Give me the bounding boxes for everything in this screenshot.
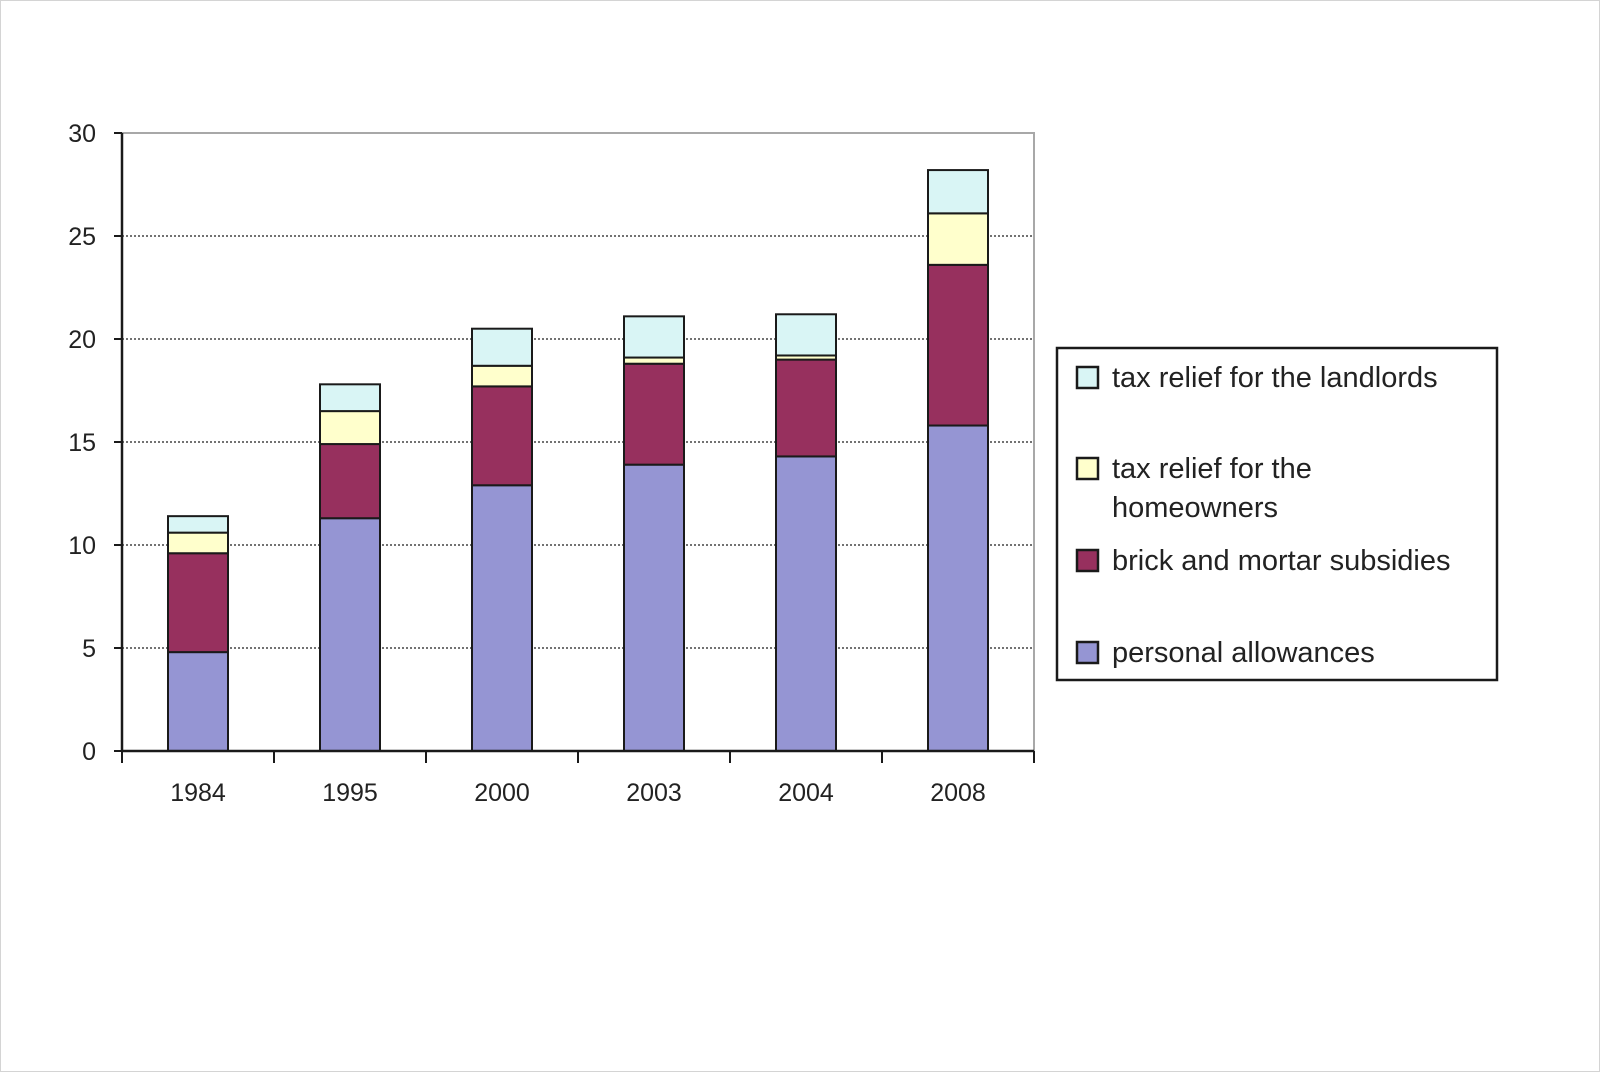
legend-swatch-0 [1075, 365, 1100, 390]
bar-segment-1984-s2 [167, 531, 229, 555]
bar-segment-1995-s3 [319, 383, 381, 413]
gridlines [122, 235, 1034, 649]
bar-segment-1984-s3 [167, 515, 229, 534]
legend-label-0: tax relief for the landlords [1112, 362, 1438, 394]
x-tick-label-2003: 2003 [626, 779, 682, 807]
bar-segment-2008-s3 [927, 169, 989, 215]
bar-segment-2008-s1 [927, 263, 989, 427]
x-tick-label-2008: 2008 [930, 779, 986, 807]
bar-segment-1984-s1 [167, 552, 229, 654]
bar-segment-2000-s0 [471, 484, 533, 752]
y-tick-label-30: 30 [68, 120, 96, 148]
x-tick-label-2004: 2004 [778, 779, 834, 807]
bar-segment-2003-s1 [623, 362, 685, 466]
y-tick-label-0: 0 [82, 738, 96, 766]
y-tick-label-25: 25 [68, 223, 96, 251]
bars [167, 169, 989, 752]
bar-segment-1995-s2 [319, 410, 381, 446]
legend-label-2: brick and mortar subsidies [1112, 545, 1450, 577]
legend-swatch-3 [1075, 640, 1100, 665]
bar-segment-2008-s0 [927, 424, 989, 752]
bar-segment-2000-s2 [471, 364, 533, 388]
x-tick-label-1984: 1984 [170, 779, 226, 807]
bar-segment-2004-s1 [775, 358, 837, 458]
y-tick-label-10: 10 [68, 532, 96, 560]
y-tick-label-15: 15 [68, 429, 96, 457]
legend: tax relief for the landlords tax relief f… [1055, 346, 1499, 682]
x-tick-label-1995: 1995 [322, 779, 378, 807]
legend-label-3: personal allowances [1112, 637, 1375, 669]
bar-segment-2003-s0 [623, 463, 685, 752]
bar-segment-2003-s3 [623, 315, 685, 359]
bar-segment-2000-s1 [471, 385, 533, 487]
legend-label-1-line1: homeowners [1112, 492, 1278, 524]
bar-segment-1995-s0 [319, 517, 381, 752]
legend-box [1055, 346, 1499, 682]
bar-segment-1995-s1 [319, 443, 381, 520]
bar-segment-2008-s2 [927, 212, 989, 266]
legend-swatch-2 [1075, 548, 1100, 573]
x-tick-label-2000: 2000 [474, 779, 530, 807]
bar-segment-2000-s3 [471, 327, 533, 367]
y-tick-label-20: 20 [68, 326, 96, 354]
axes: 0 5 10 15 20 25 30 1984 1995 2000 2003 2004 2008 [68, 120, 1035, 807]
legend-label-1-line0: tax relief for the [1112, 453, 1312, 485]
y-tick-label-5: 5 [82, 635, 96, 663]
legend-swatch-1 [1075, 456, 1100, 481]
bar-segment-2004-s0 [775, 455, 837, 752]
bar-segment-1984-s0 [167, 651, 229, 752]
bar-segment-2004-s3 [775, 313, 837, 357]
